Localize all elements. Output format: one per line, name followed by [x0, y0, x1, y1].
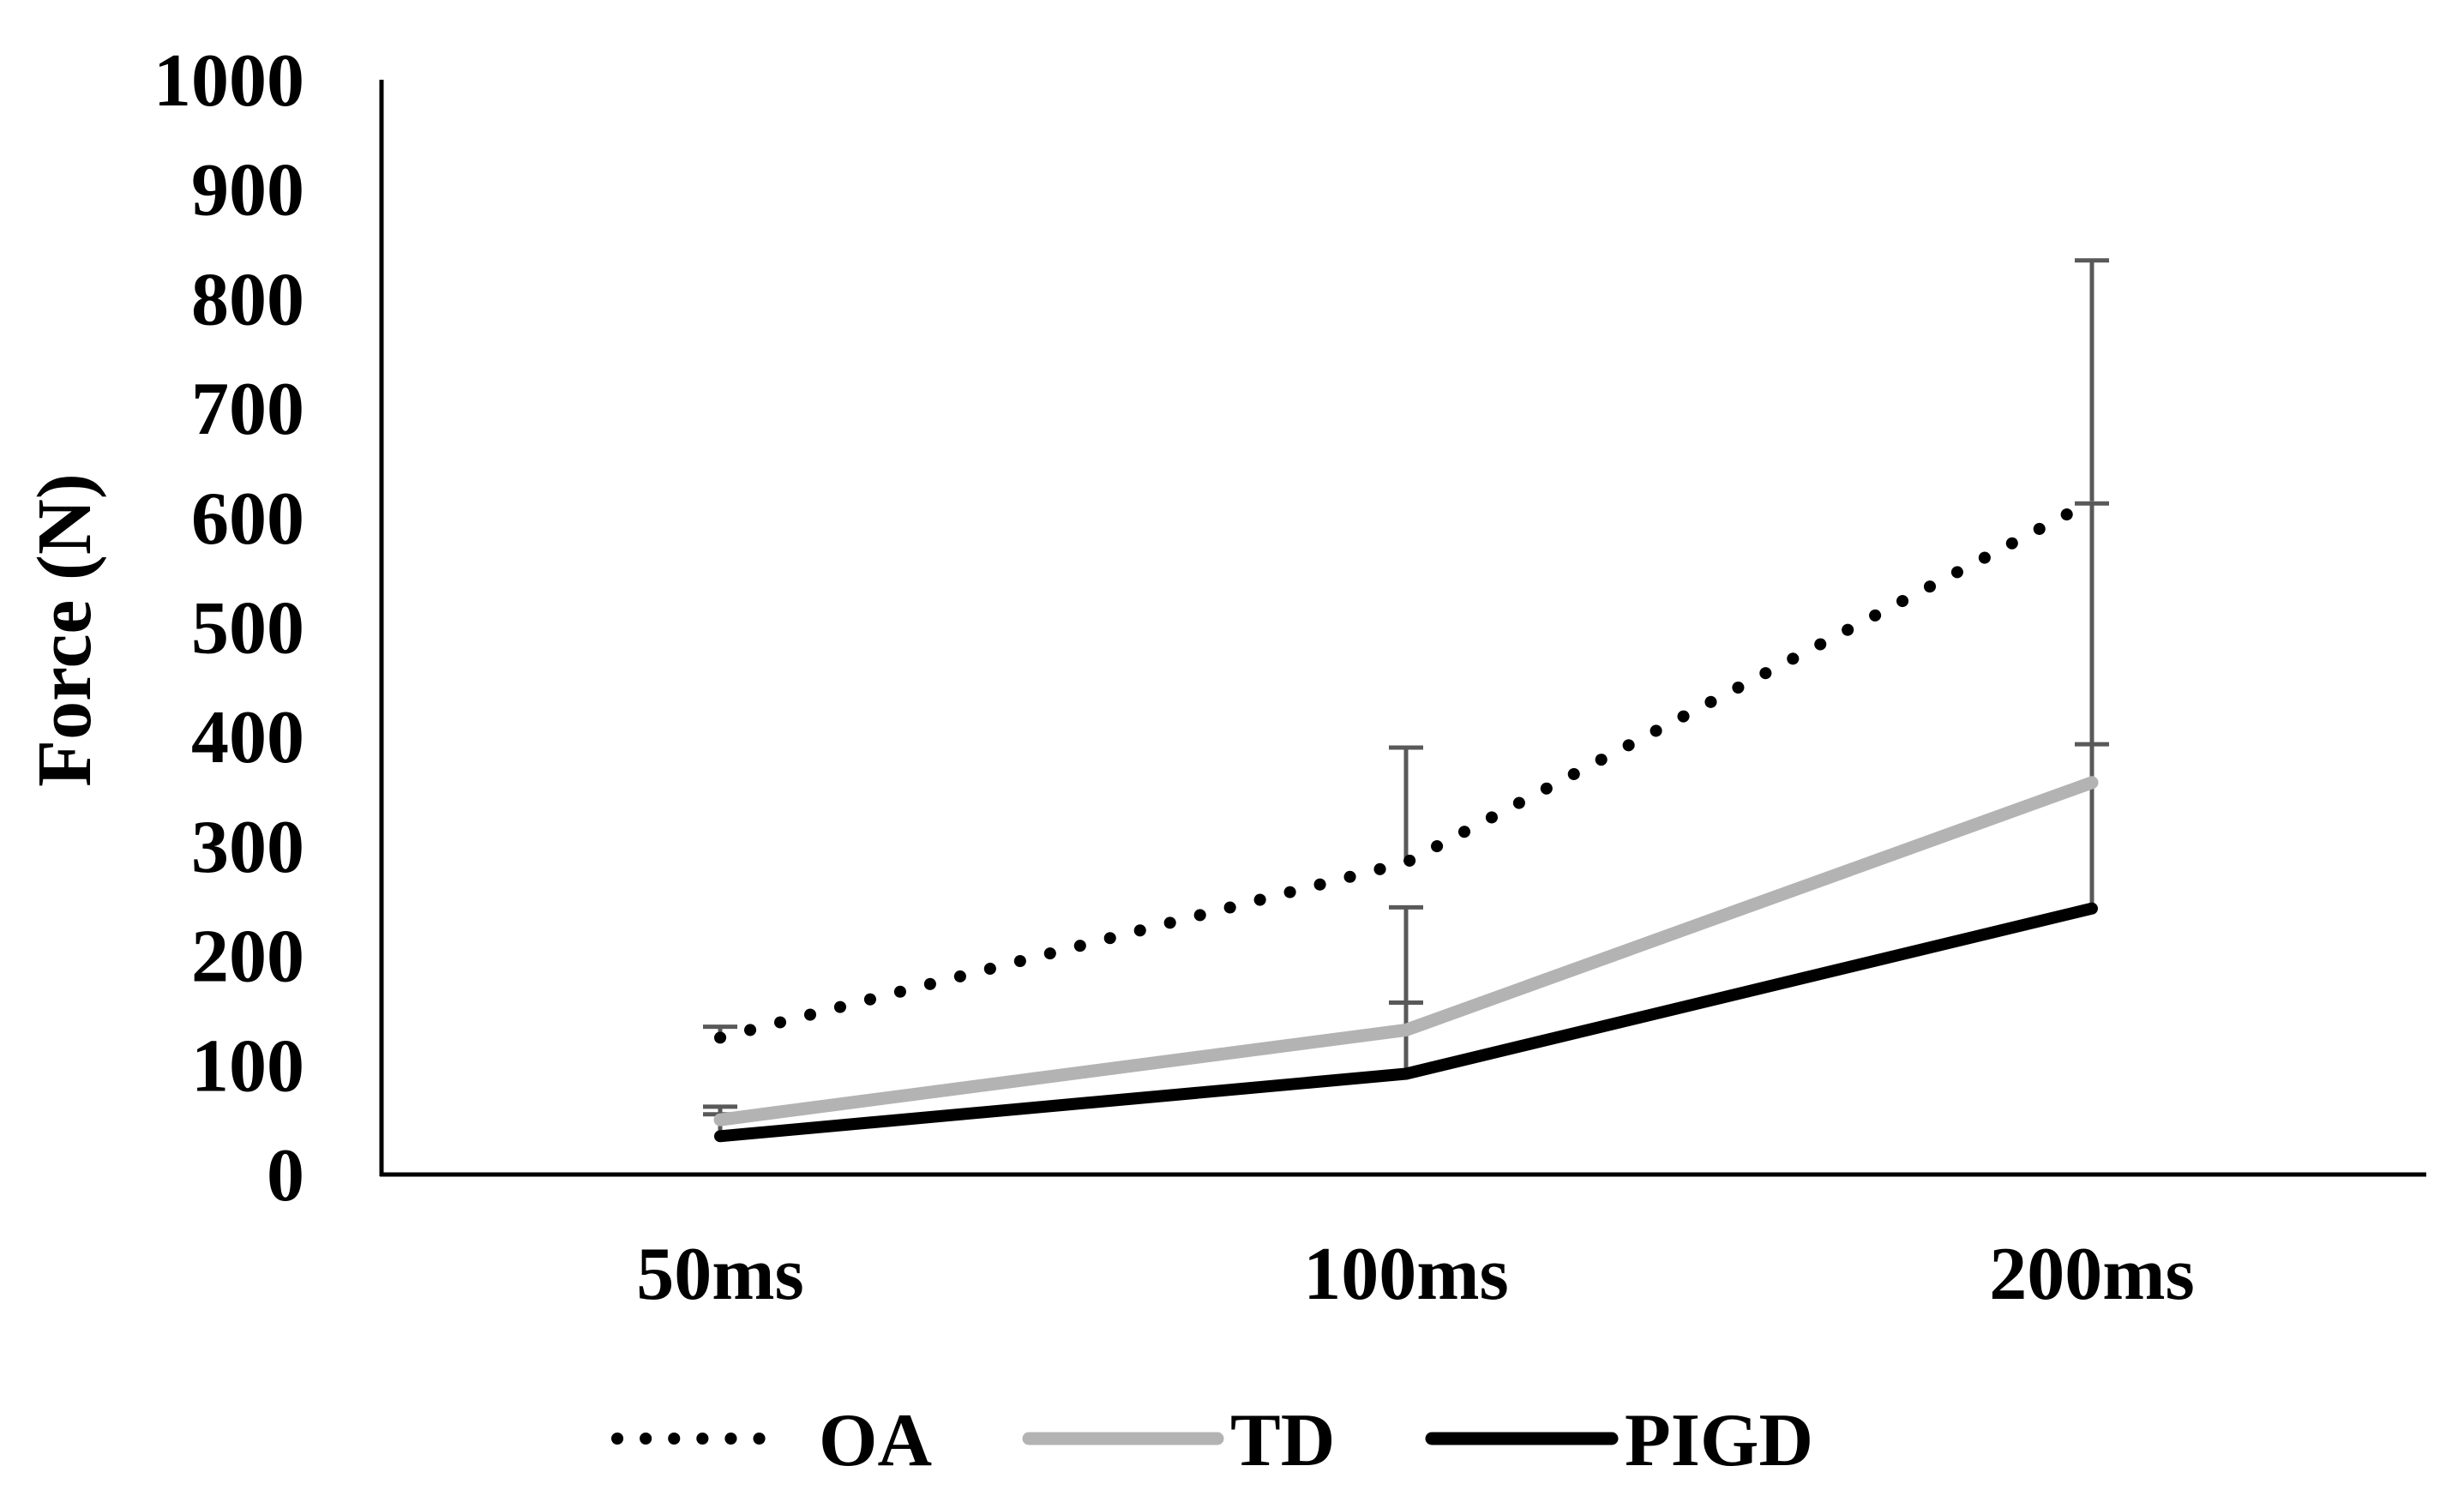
y-tick-label: 400	[191, 696, 304, 779]
legend-label-oa: OA	[819, 1399, 932, 1482]
y-tick-label: 200	[191, 916, 304, 999]
y-tick-label: 1000	[153, 39, 304, 123]
y-tick-label: 500	[191, 587, 304, 670]
series-lines	[713, 495, 2099, 1143]
x-tick-labels: 50ms 100ms 200ms	[636, 1233, 2195, 1316]
x-tick-label: 50ms	[636, 1233, 804, 1316]
legend-label-td: TD	[1230, 1399, 1335, 1482]
series-line-pigd	[714, 902, 2098, 1143]
legend: OA TD PIGD	[611, 1399, 1813, 1482]
y-tick-label: 800	[191, 258, 304, 341]
axes	[379, 80, 2426, 1177]
legend-label-pigd: PIGD	[1625, 1399, 1813, 1482]
series-line-td	[713, 776, 2099, 1126]
y-tick-label: 300	[191, 806, 304, 889]
y-tick-label: 900	[191, 149, 304, 232]
y-axis-label: Force (N)	[22, 473, 107, 787]
error-bars	[703, 258, 2109, 1137]
x-tick-label: 200ms	[1989, 1233, 2195, 1316]
y-tick-label: 700	[191, 368, 304, 451]
series-line-oa	[714, 495, 2098, 1044]
y-tick-labels: 0 100 200 300 400 500 600 700 800 900 1000	[153, 39, 304, 1217]
y-tick-label: 0	[267, 1134, 304, 1217]
y-tick-label: 100	[191, 1024, 304, 1108]
y-tick-label: 600	[191, 478, 304, 561]
x-tick-label: 100ms	[1303, 1233, 1509, 1316]
